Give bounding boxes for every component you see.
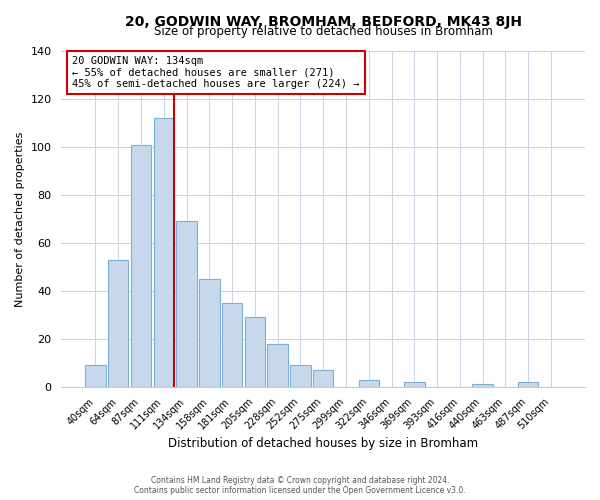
Bar bbox=[290, 365, 311, 386]
Text: 20 GODWIN WAY: 134sqm
← 55% of detached houses are smaller (271)
45% of semi-det: 20 GODWIN WAY: 134sqm ← 55% of detached … bbox=[72, 56, 359, 89]
Title: 20, GODWIN WAY, BROMHAM, BEDFORD, MK43 8JH: 20, GODWIN WAY, BROMHAM, BEDFORD, MK43 8… bbox=[125, 15, 522, 29]
Bar bbox=[268, 344, 288, 386]
Bar bbox=[518, 382, 538, 386]
Text: Contains HM Land Registry data © Crown copyright and database right 2024.
Contai: Contains HM Land Registry data © Crown c… bbox=[134, 476, 466, 495]
Bar bbox=[472, 384, 493, 386]
Bar bbox=[85, 365, 106, 386]
Bar bbox=[313, 370, 334, 386]
Bar bbox=[154, 118, 174, 386]
Bar bbox=[199, 279, 220, 386]
Bar bbox=[359, 380, 379, 386]
Bar bbox=[245, 317, 265, 386]
Bar bbox=[404, 382, 425, 386]
Text: Size of property relative to detached houses in Bromham: Size of property relative to detached ho… bbox=[154, 24, 493, 38]
Bar bbox=[176, 222, 197, 386]
Bar bbox=[222, 303, 242, 386]
Bar bbox=[131, 144, 151, 386]
X-axis label: Distribution of detached houses by size in Bromham: Distribution of detached houses by size … bbox=[168, 437, 478, 450]
Y-axis label: Number of detached properties: Number of detached properties bbox=[15, 131, 25, 306]
Bar bbox=[108, 260, 128, 386]
